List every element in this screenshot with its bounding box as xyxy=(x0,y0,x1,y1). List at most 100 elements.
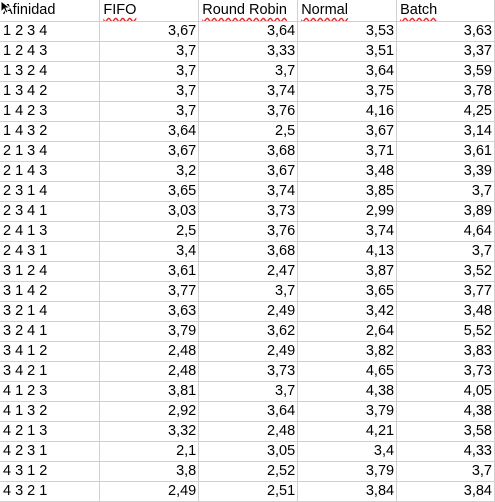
cell-round-robin[interactable]: 3,7 xyxy=(198,381,299,402)
cell-afinidad[interactable]: 3 4 2 1 xyxy=(0,361,101,382)
cell-round-robin[interactable]: 2,51 xyxy=(198,481,299,502)
cell-normal[interactable]: 3,79 xyxy=(297,461,398,482)
cell-afinidad[interactable]: 2 3 4 1 xyxy=(0,201,101,222)
cell-batch[interactable]: 3,59 xyxy=(396,61,495,82)
cell-normal[interactable]: 3,75 xyxy=(297,81,398,102)
cell-fifo[interactable]: 3,7 xyxy=(99,81,200,102)
cell-fifo[interactable]: 2,49 xyxy=(99,481,200,502)
header-batch-cell[interactable]: Batch xyxy=(396,0,495,22)
cell-afinidad[interactable]: 2 3 1 4 xyxy=(0,181,101,202)
cell-normal[interactable]: 3,48 xyxy=(297,161,398,182)
cell-fifo[interactable]: 3,7 xyxy=(99,61,200,82)
cell-fifo[interactable]: 3,2 xyxy=(99,161,200,182)
cell-fifo[interactable]: 2,1 xyxy=(99,441,200,462)
cell-round-robin[interactable]: 3,76 xyxy=(198,221,299,242)
cell-normal[interactable]: 4,21 xyxy=(297,421,398,442)
cell-normal[interactable]: 3,71 xyxy=(297,141,398,162)
cell-afinidad[interactable]: 2 4 3 1 xyxy=(0,241,101,262)
cell-fifo[interactable]: 3,7 xyxy=(99,41,200,62)
cell-batch[interactable]: 4,64 xyxy=(396,221,495,242)
cell-round-robin[interactable]: 3,74 xyxy=(198,181,299,202)
cell-afinidad[interactable]: 3 2 1 4 xyxy=(0,301,101,322)
cell-round-robin[interactable]: 2,48 xyxy=(198,421,299,442)
header-afinidad-cell[interactable]: Afinidad xyxy=(0,0,101,22)
cell-fifo[interactable]: 3,64 xyxy=(99,121,200,142)
cell-batch[interactable]: 3,63 xyxy=(396,21,495,42)
cell-normal[interactable]: 3,79 xyxy=(297,401,398,422)
cell-afinidad[interactable]: 4 3 1 2 xyxy=(0,461,101,482)
cell-batch[interactable]: 3,39 xyxy=(396,161,495,182)
cell-afinidad[interactable]: 3 1 2 4 xyxy=(0,261,101,282)
cell-batch[interactable]: 3,77 xyxy=(396,281,495,302)
cell-fifo[interactable]: 3,61 xyxy=(99,261,200,282)
cell-normal[interactable]: 4,13 xyxy=(297,241,398,262)
cell-afinidad[interactable]: 1 4 3 2 xyxy=(0,121,101,142)
cell-afinidad[interactable]: 3 2 4 1 xyxy=(0,321,101,342)
header-fifo-cell[interactable]: FIFO xyxy=(99,0,200,22)
cell-fifo[interactable]: 2,48 xyxy=(99,361,200,382)
cell-batch[interactable]: 3,83 xyxy=(396,341,495,362)
cell-normal[interactable]: 3,87 xyxy=(297,261,398,282)
cell-afinidad[interactable]: 1 2 3 4 xyxy=(0,21,101,42)
cell-normal[interactable]: 4,16 xyxy=(297,101,398,122)
cell-afinidad[interactable]: 4 3 2 1 xyxy=(0,481,101,502)
cell-batch[interactable]: 3,58 xyxy=(396,421,495,442)
cell-batch[interactable]: 3,61 xyxy=(396,141,495,162)
cell-fifo[interactable]: 3,32 xyxy=(99,421,200,442)
cell-fifo[interactable]: 3,65 xyxy=(99,181,200,202)
cell-normal[interactable]: 3,74 xyxy=(297,221,398,242)
cell-batch[interactable]: 3,7 xyxy=(396,181,495,202)
cell-round-robin[interactable]: 3,64 xyxy=(198,21,299,42)
cell-fifo[interactable]: 3,81 xyxy=(99,381,200,402)
cell-normal[interactable]: 3,64 xyxy=(297,61,398,82)
cell-afinidad[interactable]: 1 3 2 4 xyxy=(0,61,101,82)
cell-round-robin[interactable]: 2,49 xyxy=(198,341,299,362)
cell-afinidad[interactable]: 2 4 1 3 xyxy=(0,221,101,242)
cell-batch[interactable]: 3,78 xyxy=(396,81,495,102)
cell-batch[interactable]: 3,14 xyxy=(396,121,495,142)
cell-batch[interactable]: 3,89 xyxy=(396,201,495,222)
cell-normal[interactable]: 4,65 xyxy=(297,361,398,382)
cell-normal[interactable]: 4,38 xyxy=(297,381,398,402)
cell-round-robin[interactable]: 3,76 xyxy=(198,101,299,122)
cell-batch[interactable]: 3,73 xyxy=(396,361,495,382)
cell-fifo[interactable]: 3,8 xyxy=(99,461,200,482)
cell-batch[interactable]: 4,38 xyxy=(396,401,495,422)
cell-round-robin[interactable]: 3,05 xyxy=(198,441,299,462)
cell-round-robin[interactable]: 3,7 xyxy=(198,61,299,82)
cell-afinidad[interactable]: 1 2 4 3 xyxy=(0,41,101,62)
cell-round-robin[interactable]: 3,68 xyxy=(198,141,299,162)
cell-batch[interactable]: 3,37 xyxy=(396,41,495,62)
cell-round-robin[interactable]: 2,49 xyxy=(198,301,299,322)
cell-round-robin[interactable]: 2,5 xyxy=(198,121,299,142)
cell-fifo[interactable]: 3,7 xyxy=(99,101,200,122)
header-normal-cell[interactable]: Normal xyxy=(297,0,398,22)
cell-round-robin[interactable]: 3,68 xyxy=(198,241,299,262)
cell-afinidad[interactable]: 2 1 3 4 xyxy=(0,141,101,162)
cell-normal[interactable]: 3,42 xyxy=(297,301,398,322)
cell-fifo[interactable]: 3,63 xyxy=(99,301,200,322)
cell-normal[interactable]: 3,4 xyxy=(297,441,398,462)
cell-fifo[interactable]: 3,67 xyxy=(99,21,200,42)
cell-normal[interactable]: 3,53 xyxy=(297,21,398,42)
cell-batch[interactable]: 4,33 xyxy=(396,441,495,462)
cell-normal[interactable]: 3,51 xyxy=(297,41,398,62)
cell-batch[interactable]: 4,25 xyxy=(396,101,495,122)
cell-normal[interactable]: 3,84 xyxy=(297,481,398,502)
cell-normal[interactable]: 3,65 xyxy=(297,281,398,302)
cell-round-robin[interactable]: 2,47 xyxy=(198,261,299,282)
cell-fifo[interactable]: 3,03 xyxy=(99,201,200,222)
cell-afinidad[interactable]: 1 3 4 2 xyxy=(0,81,101,102)
cell-normal[interactable]: 3,82 xyxy=(297,341,398,362)
cell-round-robin[interactable]: 3,73 xyxy=(198,361,299,382)
cell-normal[interactable]: 2,64 xyxy=(297,321,398,342)
cell-batch[interactable]: 3,48 xyxy=(396,301,495,322)
cell-batch[interactable]: 3,7 xyxy=(396,461,495,482)
cell-batch[interactable]: 3,84 xyxy=(396,481,495,502)
cell-afinidad[interactable]: 2 1 4 3 xyxy=(0,161,101,182)
cell-fifo[interactable]: 3,77 xyxy=(99,281,200,302)
cell-afinidad[interactable]: 4 1 2 3 xyxy=(0,381,101,402)
cell-afinidad[interactable]: 4 2 3 1 xyxy=(0,441,101,462)
cell-round-robin[interactable]: 3,7 xyxy=(198,281,299,302)
cell-round-robin[interactable]: 3,33 xyxy=(198,41,299,62)
